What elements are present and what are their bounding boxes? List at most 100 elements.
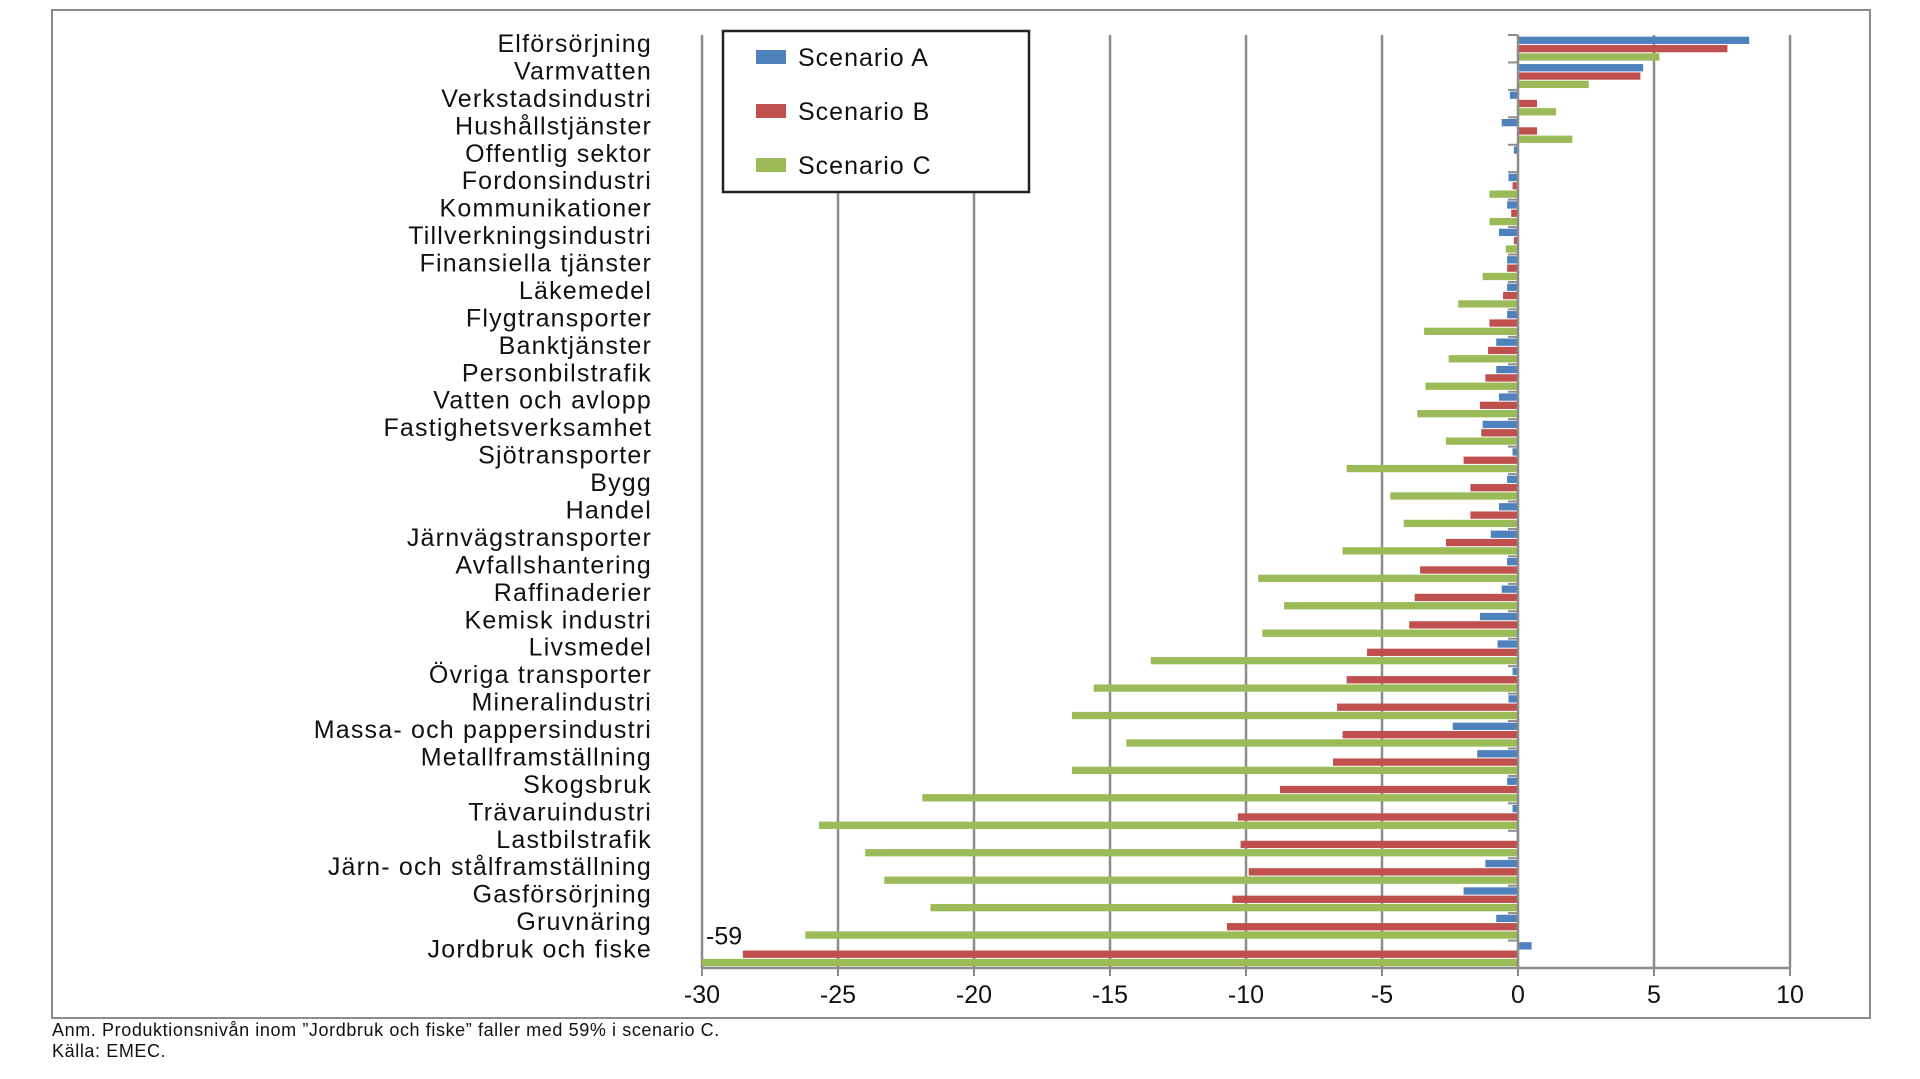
- bar-scenario-c: [1071, 711, 1518, 720]
- bar-scenario-b: [1485, 374, 1518, 382]
- category-label: Personbilstrafik: [462, 359, 652, 387]
- bar-scenario-b: [1489, 319, 1518, 327]
- bar-scenario-b: [1409, 621, 1518, 629]
- bar-scenario-b: [1367, 648, 1518, 656]
- bar-scenario-c: [1390, 492, 1518, 500]
- bar-scenario-b: [1237, 813, 1518, 821]
- category-label: Hushållstjänster: [455, 112, 652, 140]
- category-label: Gruvnäring: [516, 908, 652, 936]
- bar-scenario-a: [1482, 420, 1518, 429]
- bar-scenario-a: [1496, 338, 1518, 346]
- category-label: Banktjänster: [499, 332, 652, 360]
- bar-scenario-c: [1403, 519, 1518, 528]
- bar-scenario-a: [1498, 503, 1518, 511]
- bar-scenario-b: [1513, 237, 1518, 245]
- legend: Scenario A Scenario B Scenario C: [721, 29, 1031, 194]
- bar-scenario-a: [1509, 91, 1518, 99]
- category-label: Kommunikationer: [439, 195, 652, 223]
- category-label: Trävaruindustri: [468, 798, 652, 826]
- bar-scenario-a: [1497, 640, 1518, 648]
- bar-scenario-a: [1508, 695, 1518, 703]
- bar-scenario-c: [1150, 656, 1518, 665]
- bar-scenario-b: [1512, 182, 1518, 190]
- x-tick-label: -25: [820, 981, 856, 1009]
- bar-scenario-b: [1342, 730, 1518, 739]
- footnote-source: Källa: EMEC.: [52, 1041, 167, 1061]
- x-tick-label: -30: [684, 981, 720, 1009]
- bar-scenario-a: [1501, 118, 1518, 127]
- bar-scenario-c: [922, 794, 1518, 802]
- bar-scenario-b: [1414, 593, 1518, 602]
- category-label: Sjötransporter: [478, 442, 652, 470]
- data-label: -59: [706, 923, 742, 951]
- bar-scenario-a: [1485, 859, 1518, 868]
- bar-scenario-b: [1226, 923, 1518, 931]
- bar-scenario-c: [1445, 437, 1518, 445]
- bar-scenario-c: [1342, 547, 1518, 555]
- bar-scenario-b: [1503, 291, 1518, 300]
- bar-scenario-c: [1489, 217, 1518, 226]
- bar-scenario-b: [1248, 868, 1518, 876]
- bar-scenario-b: [1232, 895, 1518, 903]
- bar-scenario-a: [1498, 393, 1518, 401]
- category-label: Järnvägstransporter: [407, 524, 652, 552]
- bar-scenario-b: [1518, 99, 1538, 108]
- bar-scenario-c: [1417, 410, 1518, 418]
- bar-scenario-b: [1445, 538, 1518, 547]
- bar-scenario-a: [1452, 722, 1518, 730]
- bar-scenario-a: [1463, 887, 1518, 895]
- category-label: Övriga transporter: [429, 661, 652, 689]
- footnote-note: Anm. Produktionsnivån inom ”Jordbruk och…: [52, 1020, 720, 1040]
- bar-scenario-a: [1513, 146, 1518, 154]
- bar-scenario-b: [1470, 484, 1518, 492]
- legend-label: Scenario A: [798, 44, 929, 72]
- bar-scenario-c: [1458, 300, 1518, 308]
- bar-scenario-b: [1518, 72, 1641, 80]
- x-tick-label: -5: [1371, 981, 1393, 1009]
- bar-scenario-b: [1280, 785, 1518, 794]
- bar-scenario-a: [1512, 804, 1518, 813]
- legend-swatch: [756, 50, 786, 64]
- category-label: Verkstadsindustri: [441, 85, 652, 113]
- category-label: Livsmedel: [529, 634, 652, 662]
- bar-scenario-c: [1489, 190, 1518, 198]
- bar-scenario-c: [1518, 135, 1573, 143]
- bar-scenario-c: [1093, 684, 1518, 692]
- category-label: Mineralindustri: [471, 689, 652, 717]
- bar-scenario-a: [1512, 667, 1518, 676]
- bar-scenario-a: [1507, 558, 1518, 566]
- category-label: Lastbilstrafik: [496, 826, 652, 854]
- x-tick-label: -20: [956, 981, 992, 1009]
- bar-scenario-c: [884, 876, 1518, 884]
- bar-scenario-b: [1479, 401, 1518, 410]
- bar-scenario-a: [1498, 228, 1518, 237]
- bar-scenario-c: [1126, 739, 1518, 747]
- category-label: Kemisk industri: [465, 606, 653, 634]
- category-label: Järn- och stålframställning: [328, 853, 652, 881]
- bar-scenario-b: [1470, 511, 1518, 519]
- bar-scenario-a: [1479, 612, 1518, 621]
- bar-scenario-c: [1284, 602, 1518, 610]
- bar-scenario-a: [1496, 365, 1518, 374]
- bar-scenario-c: [1425, 382, 1518, 390]
- bar-scenario-b: [1518, 127, 1538, 135]
- category-label: Skogsbruk: [523, 771, 652, 799]
- bar-scenario-a: [1507, 256, 1518, 264]
- bar-scenario-c: [1346, 464, 1518, 473]
- bar-scenario-a: [1507, 777, 1518, 785]
- category-label: Fastighetsverksamhet: [383, 414, 652, 442]
- bar-scenario-b: [1511, 209, 1518, 217]
- bar-scenario-c: [1071, 766, 1518, 775]
- category-label: Offentlig sektor: [465, 140, 652, 168]
- bar-scenario-b: [1507, 264, 1518, 272]
- bar-scenario-c: [805, 931, 1518, 939]
- category-label: Metallframställning: [421, 743, 652, 771]
- bar-scenario-b: [1346, 676, 1518, 684]
- legend-label: Scenario C: [798, 152, 932, 180]
- x-tick-label: -10: [1228, 981, 1264, 1009]
- bar-scenario-c: [702, 958, 1518, 967]
- bar-scenario-a: [1518, 36, 1750, 44]
- bar-scenario-a: [1490, 530, 1518, 538]
- category-label: Gasförsörjning: [473, 881, 652, 909]
